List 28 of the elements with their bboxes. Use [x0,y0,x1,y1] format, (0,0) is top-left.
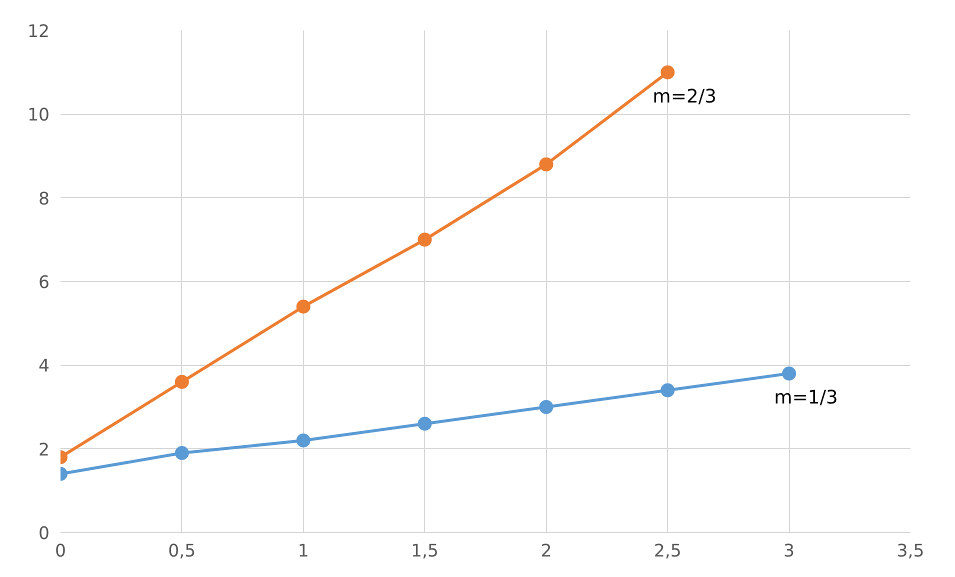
point [174,374,189,389]
y-tick-label: 2 [38,440,50,460]
y-tick-label: 4 [38,356,50,377]
x-tick-label: 0 [54,542,66,562]
x-tick-label: 3,5 [896,542,924,562]
series-label: m=2/3 [652,86,716,108]
y-tick-label: 8 [38,189,50,210]
point [660,65,675,80]
y-tick-label: 12 [27,22,50,42]
point [660,383,675,398]
point [782,366,796,381]
y-tick-label: 0 [38,524,50,544]
point [418,416,432,431]
y-tick-label: 6 [38,273,50,293]
x-tick-label: 0,5 [168,542,196,562]
x-tick-label: 2 [540,542,552,562]
x-tick-label: 3 [784,542,795,562]
series-label: m=1/3 [774,388,838,409]
point [296,300,310,314]
point [174,446,189,460]
point [296,433,310,448]
point [539,400,554,414]
x-tick-label: 1 [298,542,309,562]
point [539,157,554,172]
x-tick-label: 2,5 [654,542,682,562]
y-tick-label: 10 [27,106,50,126]
x-tick-label: 1,5 [411,542,439,562]
point [418,232,432,247]
